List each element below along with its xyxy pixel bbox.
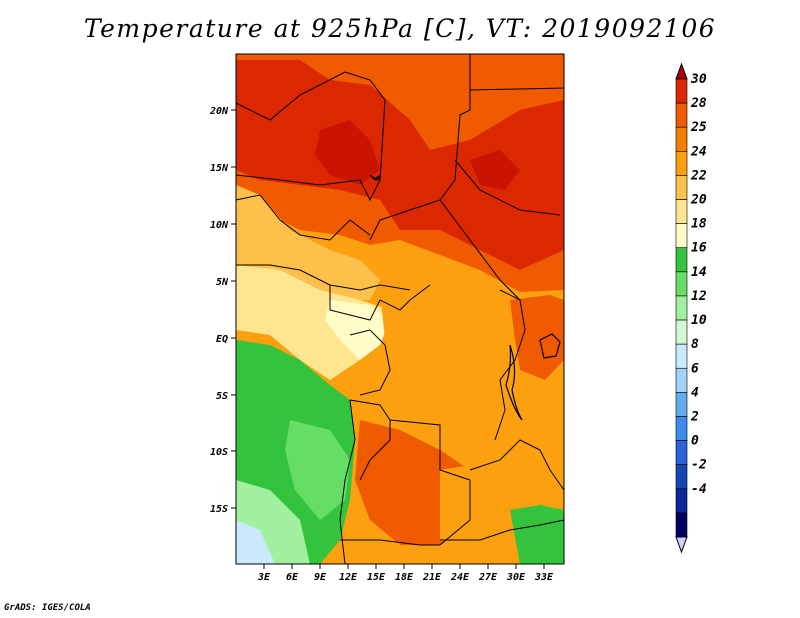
light-green-patch xyxy=(285,420,350,520)
colorbar-box xyxy=(675,512,688,538)
lon-label: 6E xyxy=(286,572,299,583)
colorbar-label: 2 xyxy=(690,409,699,424)
colorbar-label: 8 xyxy=(691,337,699,352)
map-frame xyxy=(235,53,565,565)
lat-label: 5N xyxy=(216,277,229,288)
colorbar-label: 25 xyxy=(690,120,707,135)
green-southeast xyxy=(510,505,564,564)
colorbar-box xyxy=(675,488,688,514)
footer-credit: GrADS: IGES/COLA xyxy=(4,603,91,613)
lon-label: 24E xyxy=(450,572,470,583)
colorbar-box xyxy=(675,367,688,393)
country-borders xyxy=(235,54,565,565)
colorbar-label: 6 xyxy=(691,361,699,376)
lon-label: 15E xyxy=(367,572,386,583)
blue-coast xyxy=(236,520,275,564)
colorbar-box xyxy=(675,175,688,200)
colorbar-box xyxy=(675,392,688,417)
colorbar-box xyxy=(675,151,688,176)
colorbar-label: 20 xyxy=(690,193,707,208)
colorbar-label: 24 xyxy=(690,144,707,159)
lon-label: 30E xyxy=(506,572,526,583)
temperature-field xyxy=(236,54,564,564)
lon-label: 33E xyxy=(534,572,554,583)
lat-axis: 20N 15N 10N 5N EQ 5S 10S 15S xyxy=(209,106,236,515)
colorbar-box xyxy=(675,223,688,249)
lat-label: EQ xyxy=(216,334,228,345)
colorbar-label: 18 xyxy=(691,217,707,232)
map-title: Temperature at 925hPa [C], VT: 201909210… xyxy=(83,14,717,43)
colorbar-label: 30 xyxy=(690,72,707,87)
colorbar-label: -2 xyxy=(691,458,707,473)
lon-label: 9E xyxy=(314,572,327,583)
colorbar-box xyxy=(675,199,688,224)
lat-label: 10N xyxy=(210,220,229,231)
very-hot-region xyxy=(236,60,564,270)
heat-east xyxy=(470,150,520,190)
colorbar-label: 28 xyxy=(690,96,707,111)
colorbar-box xyxy=(675,319,688,345)
colorbar-label: 14 xyxy=(691,265,707,280)
lat-label: 20N xyxy=(209,106,229,117)
colorbar-box xyxy=(675,440,688,465)
colorbar-box xyxy=(675,295,688,321)
core-heat xyxy=(315,120,380,185)
colorbar-box xyxy=(675,271,688,297)
pale-center xyxy=(325,300,390,360)
lon-axis: 3E 6E 9E 12E 15E 18E 21E 24E 27E 30E 33E xyxy=(257,564,554,583)
lon-label: 3E xyxy=(257,572,271,583)
colorbar-box xyxy=(675,126,688,152)
lon-label: 27E xyxy=(478,572,498,583)
colorbar-label: 22 xyxy=(690,168,707,183)
colorbar-box xyxy=(675,78,688,104)
colorbar-arrow-top xyxy=(675,62,688,80)
colorbar-label: 12 xyxy=(691,289,707,304)
colorbar-box xyxy=(675,247,688,273)
colorbar-label: 0 xyxy=(691,434,699,449)
colorbar-box xyxy=(675,416,688,441)
lon-label: 18E xyxy=(395,572,414,583)
lat-label: 5S xyxy=(216,391,228,402)
lat-label: 10S xyxy=(210,447,228,458)
colorbar-label: 16 xyxy=(691,241,707,256)
colorbar-label: 10 xyxy=(691,313,707,328)
colorbar-box xyxy=(675,102,688,128)
lat-label: 15N xyxy=(210,163,229,174)
warm-east-lakes xyxy=(510,295,564,380)
lon-label: 21E xyxy=(422,572,442,583)
colorbar-box xyxy=(675,343,688,369)
lon-label: 12E xyxy=(339,572,358,583)
lat-label: 15S xyxy=(210,504,228,515)
colorbar-label: 4 xyxy=(691,385,699,400)
colorbar-box xyxy=(675,464,688,490)
colorbar-arrow-bottom xyxy=(675,536,688,554)
mild-basin xyxy=(380,285,540,440)
lake-outlines xyxy=(369,174,561,421)
colorbar-label: -4 xyxy=(691,482,707,497)
